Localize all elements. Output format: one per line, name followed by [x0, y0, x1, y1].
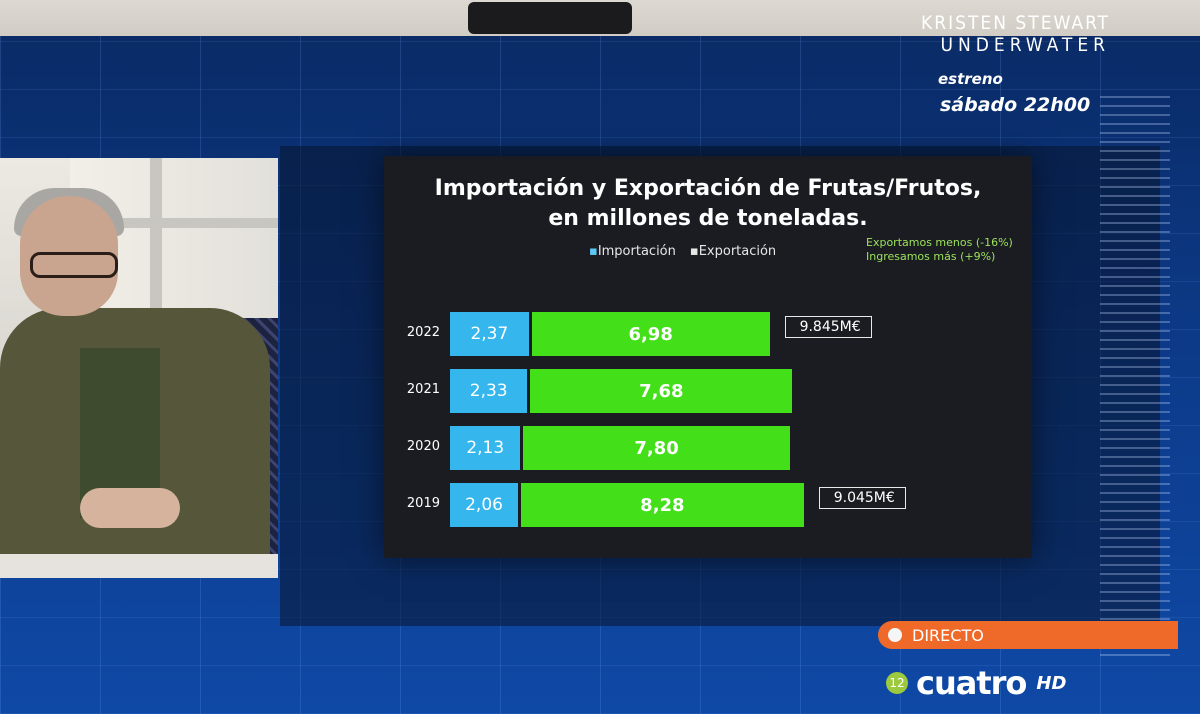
channel-logo: 12 cuatro HD — [886, 664, 1066, 702]
bar-importacion: 2,13 — [450, 426, 521, 470]
promo-subtitle: estreno — [938, 70, 1003, 88]
chart-card: Importación y Exportación de Frutas/Frut… — [384, 156, 1032, 558]
age-rating-badge: 12 — [886, 672, 908, 694]
live-badge: DIRECTO — [878, 621, 1178, 649]
promo-line1: KRISTEN STEWART — [921, 12, 1110, 34]
legend-label-exportacion: Exportación — [698, 244, 777, 259]
channel-name: cuatro — [916, 664, 1027, 702]
hd-label: HD — [1036, 672, 1067, 694]
presenter-inset — [0, 158, 278, 578]
live-label: DIRECTO — [912, 625, 984, 645]
year-label: 2020 — [406, 439, 440, 454]
bar-importacion: 2,06 — [450, 483, 519, 527]
bar-importacion: 2,37 — [450, 312, 529, 356]
bar-exportacion: 6,98 — [531, 312, 770, 356]
chart-title: Importación y Exportación de Frutas/Frut… — [384, 174, 1032, 234]
legend-label-importacion: Importación — [597, 244, 676, 259]
annotation-line1: Exportamos menos (-16%) — [866, 236, 1013, 249]
value-callout: 9.045M€ — [818, 487, 906, 509]
chart-annotation: Exportamos menos (-16%) Ingresamos más (… — [866, 236, 1013, 264]
window-frame — [150, 158, 162, 318]
chart-title-line2: en millones de toneladas. — [548, 206, 868, 231]
legend-item-exportacion: ▪Exportación — [689, 244, 777, 259]
chart-legend: ▪Importación ▪Exportación — [589, 244, 776, 259]
year-label: 2022 — [406, 325, 440, 340]
background-side-list — [1100, 96, 1170, 656]
promo-time: sábado 22h00 — [940, 94, 1091, 116]
bar-exportacion: 7,68 — [530, 369, 793, 413]
window-frame — [70, 218, 278, 228]
bar-exportacion: 7,80 — [523, 426, 790, 470]
presenter-hand — [80, 488, 180, 528]
promo-line2: UNDERWATER — [940, 34, 1110, 56]
chart-bars: 2022 2,37 6,98 9.845M€ 2021 2,33 7,68 2020 2,13 7… — [384, 156, 1032, 558]
promo-title: KRISTEN STEWART UNDERWATER — [921, 12, 1110, 56]
year-label: 2019 — [406, 496, 440, 511]
live-dot-icon — [888, 628, 902, 642]
webcam — [468, 2, 632, 34]
value-callout: 9.845M€ — [784, 316, 872, 338]
year-label: 2021 — [406, 382, 440, 397]
bar-importacion: 2,33 — [450, 369, 528, 413]
chart-title-line1: Importación y Exportación de Frutas/Frut… — [434, 176, 982, 201]
presenter-glasses — [30, 252, 118, 278]
desk — [0, 554, 278, 578]
annotation-line2: Ingresamos más (+9%) — [866, 250, 996, 263]
bar-exportacion: 8,28 — [521, 483, 804, 527]
legend-item-importacion: ▪Importación — [589, 244, 676, 259]
